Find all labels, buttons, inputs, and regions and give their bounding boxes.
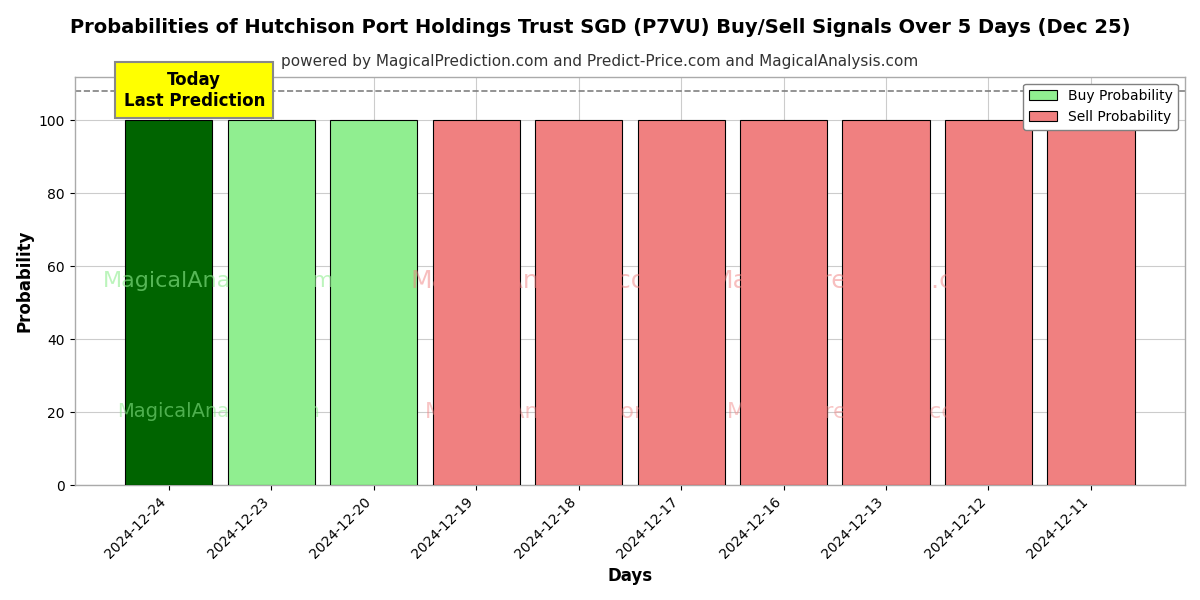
Bar <box>330 121 418 485</box>
Bar <box>637 121 725 485</box>
Y-axis label: Probability: Probability <box>16 230 34 332</box>
X-axis label: Days: Days <box>607 567 653 585</box>
Bar <box>228 121 314 485</box>
Text: powered by MagicalPrediction.com and Predict-Price.com and MagicalAnalysis.com: powered by MagicalPrediction.com and Pre… <box>281 54 919 69</box>
Bar <box>535 121 622 485</box>
Text: MagicalAnalysis.com: MagicalAnalysis.com <box>118 402 320 421</box>
Bar <box>125 121 212 485</box>
Bar <box>432 121 520 485</box>
Text: Probabilities of Hutchison Port Holdings Trust SGD (P7VU) Buy/Sell Signals Over : Probabilities of Hutchison Port Holdings… <box>70 18 1130 37</box>
Legend: Buy Probability, Sell Probability: Buy Probability, Sell Probability <box>1024 83 1178 130</box>
Text: MagicalAnalysis.com: MagicalAnalysis.com <box>425 401 656 422</box>
Bar <box>1048 121 1134 485</box>
Text: MagicalAnalysis.com: MagicalAnalysis.com <box>410 269 671 293</box>
Bar <box>944 121 1032 485</box>
Text: MagicalPrediction.com: MagicalPrediction.com <box>712 269 992 293</box>
Text: Today
Last Prediction: Today Last Prediction <box>124 71 265 110</box>
Bar <box>842 121 930 485</box>
Text: MagicalAnalysis.com: MagicalAnalysis.com <box>103 271 335 291</box>
Bar <box>740 121 827 485</box>
Text: MagicalPrediction.com: MagicalPrediction.com <box>727 401 977 422</box>
